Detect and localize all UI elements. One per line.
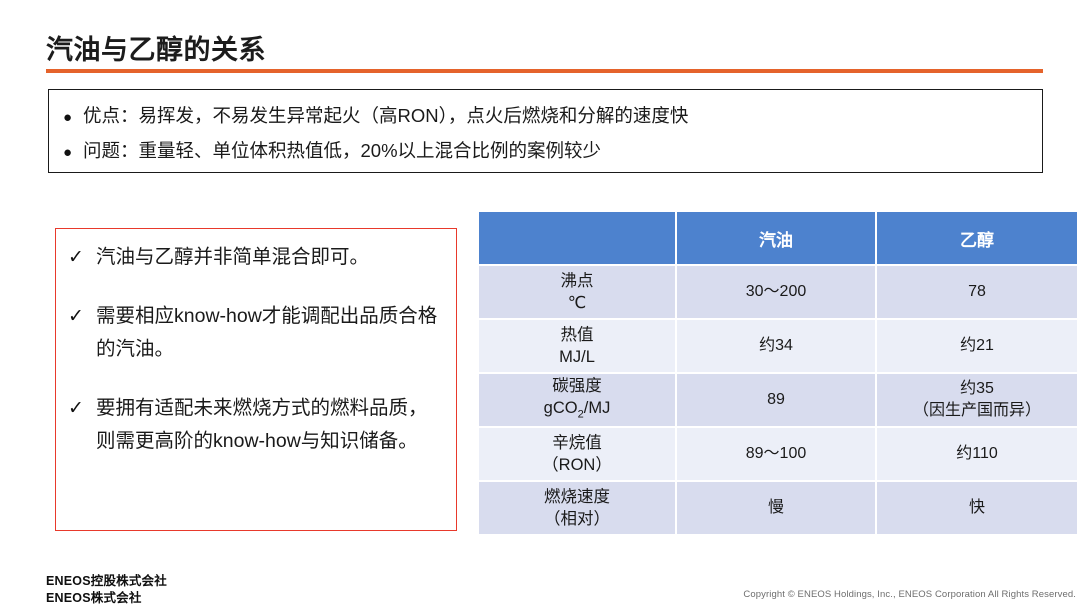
label-line-1: 沸点 — [560, 272, 594, 290]
table-header-gasoline: 汽油 — [677, 212, 875, 264]
list-item: ✓ 汽油与乙醇并非简单混合即可。 — [68, 241, 446, 274]
footer-company: ENEOS控股株式会社 ENEOS株式会社 — [46, 573, 167, 607]
table-row: 碳强度 gCO2/MJ 89 约35 （因生产国而异） — [479, 374, 1077, 426]
table-cell-ethanol: 快 — [877, 482, 1077, 534]
bullet-item-issue: ● 问题：重量轻、单位体积热值低，20%以上混合比例的案例较少 — [63, 134, 1042, 169]
table-cell-gasoline: 89～100 — [677, 428, 875, 480]
label-line-1: 燃烧速度 — [544, 488, 610, 506]
table-header-ethanol: 乙醇 — [877, 212, 1077, 264]
label-line-1: 热值 — [560, 326, 594, 344]
table-row: 燃烧速度 （相对） 慢 快 — [479, 482, 1077, 534]
table-header-property — [479, 212, 675, 264]
list-item: ✓ 需要相应know-how才能调配出品质合格的汽油。 — [68, 300, 446, 366]
table-cell-ethanol: 约35 （因生产国而异） — [877, 374, 1077, 426]
bullet-text-issue: 问题：重量轻、单位体积热值低，20%以上混合比例的案例较少 — [83, 140, 602, 161]
label-line-2: MJ/L — [559, 348, 595, 366]
value-line-1: 78 — [968, 283, 986, 300]
value-line-1: 约21 — [960, 337, 994, 354]
check-icon: ✓ — [68, 398, 84, 419]
label-line-2: gCO2/MJ — [543, 398, 611, 421]
table-cell-gasoline: 30～200 — [677, 266, 875, 318]
check-icon: ✓ — [68, 247, 84, 268]
footer-copyright: Copyright © ENEOS Holdings, Inc., ENEOS … — [743, 589, 1076, 600]
footer-company-line-2: ENEOS株式会社 — [46, 591, 142, 605]
title-underline-rule — [46, 69, 1043, 73]
label-line-1: 辛烷值 — [552, 434, 602, 452]
value-line-2: （因生产国而异） — [912, 402, 1041, 419]
conclusions-box: ✓ 汽油与乙醇并非简单混合即可。 ✓ 需要相应know-how才能调配出品质合格… — [55, 228, 457, 531]
table-cell-label: 沸点 ℃ — [479, 266, 675, 318]
checklist-text-2: 需要相应know-how才能调配出品质合格的汽油。 — [96, 305, 438, 360]
table-row: 沸点 ℃ 30～200 78 — [479, 266, 1077, 318]
table-cell-label: 燃烧速度 （相对） — [479, 482, 675, 534]
table-cell-gasoline: 慢 — [677, 482, 875, 534]
label-line-2: （相对） — [544, 510, 610, 528]
checklist-text-1: 汽油与乙醇并非简单混合即可。 — [96, 246, 370, 268]
page-title: 汽油与乙醇的关系 — [46, 35, 266, 65]
table-cell-gasoline: 89 — [677, 374, 875, 426]
table-cell-ethanol: 78 — [877, 266, 1077, 318]
comparison-table: 汽油 乙醇 沸点 ℃ 30～200 78 热值 MJ/L 约34 约21 — [477, 210, 1079, 536]
check-icon: ✓ — [68, 306, 84, 327]
table-row: 辛烷值 （RON） 89～100 约110 — [479, 428, 1077, 480]
table-cell-ethanol: 约110 — [877, 428, 1077, 480]
label-line-2: ℃ — [567, 294, 587, 312]
bullet-dot-icon: ● — [63, 109, 73, 126]
table-cell-label: 辛烷值 （RON） — [479, 428, 675, 480]
checklist-text-3: 要拥有适配未来燃烧方式的燃料品质，则需更高阶的know-how与知识储备。 — [96, 397, 428, 452]
table-cell-label: 碳强度 gCO2/MJ — [479, 374, 675, 426]
bullet-dot-icon: ● — [63, 144, 73, 161]
value-line-1: 约35 — [960, 380, 994, 397]
label-line-2: （RON） — [542, 456, 612, 474]
list-item: ✓ 要拥有适配未来燃烧方式的燃料品质，则需更高阶的know-how与知识储备。 — [68, 392, 446, 458]
table-cell-gasoline: 约34 — [677, 320, 875, 372]
footer-company-line-1: ENEOS控股株式会社 — [46, 574, 167, 588]
table-cell-label: 热值 MJ/L — [479, 320, 675, 372]
label-line-1: 碳强度 — [552, 376, 602, 395]
bullet-item-advantage: ● 优点：易挥发，不易发生异常起火（高RON），点火后燃烧和分解的速度快 — [63, 99, 1042, 134]
value-line-1: 约110 — [956, 445, 998, 462]
bullet-text-advantage: 优点：易挥发，不易发生异常起火（高RON），点火后燃烧和分解的速度快 — [83, 105, 689, 126]
subscript-digit: 2 — [577, 408, 584, 421]
value-line-1: 快 — [968, 499, 985, 516]
table-cell-ethanol: 约21 — [877, 320, 1077, 372]
table-row: 热值 MJ/L 约34 约21 — [479, 320, 1077, 372]
table-header-row: 汽油 乙醇 — [479, 212, 1077, 264]
key-points-box: ● 优点：易挥发，不易发生异常起火（高RON），点火后燃烧和分解的速度快 ● 问… — [48, 89, 1043, 173]
